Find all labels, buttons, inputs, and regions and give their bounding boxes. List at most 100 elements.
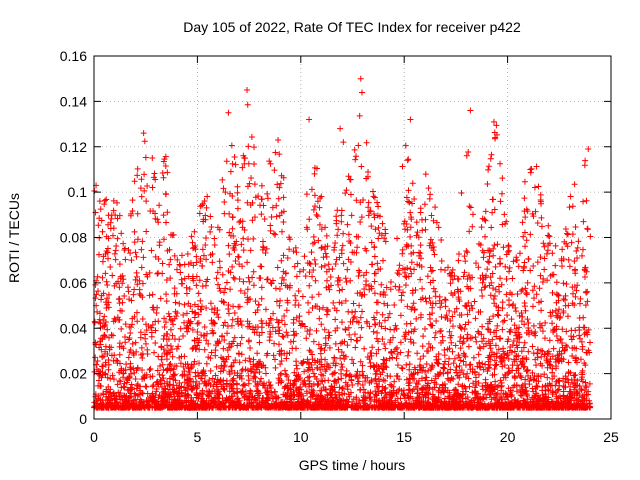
data-point bbox=[391, 302, 398, 309]
data-point bbox=[433, 219, 440, 226]
data-point bbox=[356, 269, 363, 276]
data-point bbox=[533, 362, 540, 369]
data-point bbox=[240, 278, 247, 285]
data-point bbox=[211, 309, 218, 316]
data-point bbox=[295, 287, 302, 294]
data-point bbox=[214, 269, 221, 276]
data-point bbox=[365, 199, 372, 206]
data-point bbox=[378, 323, 385, 330]
data-point bbox=[372, 226, 379, 233]
data-point bbox=[167, 256, 174, 263]
data-point bbox=[244, 199, 251, 206]
data-point bbox=[404, 157, 411, 164]
data-point bbox=[519, 219, 526, 226]
data-point bbox=[167, 275, 174, 282]
data-point bbox=[579, 246, 586, 253]
data-point bbox=[189, 308, 196, 315]
data-point bbox=[553, 299, 560, 306]
data-point bbox=[514, 344, 521, 351]
data-point bbox=[200, 332, 207, 339]
data-point bbox=[221, 386, 228, 393]
data-point bbox=[247, 247, 254, 254]
data-point bbox=[422, 171, 429, 178]
data-point bbox=[258, 211, 265, 218]
data-point bbox=[530, 322, 537, 329]
data-point bbox=[455, 257, 462, 264]
data-point bbox=[238, 334, 245, 341]
data-point bbox=[427, 299, 434, 306]
data-point bbox=[491, 357, 498, 364]
data-point bbox=[266, 158, 273, 165]
data-point bbox=[133, 309, 140, 316]
data-point bbox=[570, 372, 577, 379]
data-point bbox=[119, 299, 126, 306]
data-point bbox=[238, 321, 245, 328]
data-point bbox=[103, 278, 110, 285]
data-point bbox=[541, 266, 548, 273]
data-point bbox=[147, 207, 154, 214]
data-point bbox=[303, 191, 310, 198]
data-point bbox=[166, 261, 173, 268]
data-point bbox=[448, 339, 455, 346]
data-point bbox=[244, 259, 251, 266]
data-point bbox=[362, 389, 369, 396]
data-point bbox=[139, 315, 146, 322]
data-point bbox=[111, 315, 118, 322]
data-point bbox=[384, 372, 391, 379]
data-point bbox=[231, 310, 238, 317]
data-point bbox=[547, 313, 554, 320]
data-point bbox=[232, 357, 239, 364]
data-point bbox=[527, 267, 534, 274]
data-point bbox=[324, 277, 331, 284]
data-point bbox=[479, 279, 486, 286]
data-point bbox=[355, 273, 362, 280]
data-point bbox=[323, 311, 330, 318]
data-point bbox=[451, 273, 458, 280]
data-point bbox=[198, 332, 205, 339]
data-point bbox=[258, 375, 265, 382]
data-point bbox=[184, 251, 191, 258]
data-point bbox=[122, 339, 129, 346]
data-point bbox=[326, 344, 333, 351]
data-point bbox=[227, 269, 234, 276]
data-point bbox=[110, 376, 117, 383]
data-point bbox=[105, 221, 112, 228]
data-point bbox=[126, 335, 133, 342]
data-point bbox=[147, 365, 154, 372]
data-point bbox=[95, 288, 102, 295]
data-point bbox=[167, 316, 174, 323]
data-point bbox=[146, 292, 153, 299]
data-point bbox=[97, 206, 104, 213]
data-point bbox=[369, 344, 376, 351]
data-point bbox=[285, 376, 292, 383]
data-point bbox=[309, 304, 316, 311]
data-point bbox=[582, 379, 589, 386]
data-point bbox=[489, 372, 496, 379]
data-point bbox=[349, 309, 356, 316]
data-point bbox=[155, 269, 162, 276]
data-point bbox=[102, 318, 109, 325]
data-point bbox=[464, 311, 471, 318]
data-point bbox=[171, 252, 178, 259]
data-point bbox=[545, 242, 552, 249]
data-point bbox=[357, 314, 364, 321]
data-point bbox=[228, 363, 235, 370]
data-point bbox=[462, 321, 469, 328]
data-point bbox=[335, 281, 342, 288]
data-point bbox=[321, 347, 328, 354]
data-point bbox=[455, 352, 462, 359]
data-point bbox=[132, 276, 139, 283]
data-point bbox=[419, 294, 426, 301]
data-point bbox=[280, 194, 287, 201]
data-point bbox=[484, 258, 491, 265]
data-point bbox=[375, 235, 382, 242]
data-point bbox=[188, 233, 195, 240]
data-point bbox=[311, 192, 318, 199]
data-point bbox=[349, 318, 356, 325]
data-point bbox=[378, 390, 385, 397]
data-point bbox=[177, 262, 184, 269]
data-point bbox=[538, 214, 545, 221]
data-point bbox=[370, 188, 377, 195]
data-point bbox=[103, 388, 110, 395]
data-point bbox=[528, 165, 535, 172]
